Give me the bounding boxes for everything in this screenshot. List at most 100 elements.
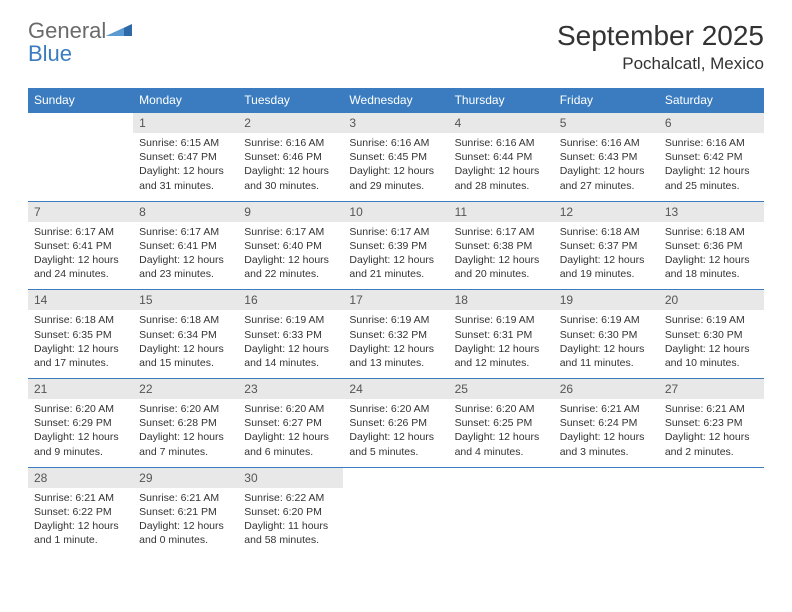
day-cell: Sunrise: 6:21 AMSunset: 6:21 PMDaylight:…	[133, 488, 238, 556]
sunrise-text: Sunrise: 6:20 AM	[349, 402, 442, 416]
sunrise-text: Sunrise: 6:20 AM	[34, 402, 127, 416]
sunrise-text: Sunrise: 6:20 AM	[244, 402, 337, 416]
day-cell: Sunrise: 6:19 AMSunset: 6:33 PMDaylight:…	[238, 310, 343, 378]
daylight-text: Daylight: 12 hours and 21 minutes.	[349, 253, 442, 281]
day-cell	[659, 488, 764, 556]
daylight-text: Daylight: 12 hours and 9 minutes.	[34, 430, 127, 458]
day-number: 24	[343, 379, 448, 400]
weekday-header-row: Sunday Monday Tuesday Wednesday Thursday…	[28, 88, 764, 113]
sunrise-text: Sunrise: 6:18 AM	[139, 313, 232, 327]
sunset-text: Sunset: 6:44 PM	[455, 150, 548, 164]
sunset-text: Sunset: 6:36 PM	[665, 239, 758, 253]
weekday-header: Saturday	[659, 88, 764, 113]
sunrise-text: Sunrise: 6:19 AM	[455, 313, 548, 327]
day-cell: Sunrise: 6:19 AMSunset: 6:30 PMDaylight:…	[554, 310, 659, 378]
day-number: 22	[133, 379, 238, 400]
day-cell: Sunrise: 6:17 AMSunset: 6:41 PMDaylight:…	[28, 222, 133, 290]
daylight-text: Daylight: 12 hours and 19 minutes.	[560, 253, 653, 281]
day-cell: Sunrise: 6:20 AMSunset: 6:28 PMDaylight:…	[133, 399, 238, 467]
daylight-text: Daylight: 12 hours and 11 minutes.	[560, 342, 653, 370]
daylight-text: Daylight: 12 hours and 20 minutes.	[455, 253, 548, 281]
sunrise-text: Sunrise: 6:17 AM	[34, 225, 127, 239]
daylight-text: Daylight: 12 hours and 10 minutes.	[665, 342, 758, 370]
day-number: 28	[28, 467, 133, 488]
sunrise-text: Sunrise: 6:16 AM	[349, 136, 442, 150]
day-number: 14	[28, 290, 133, 311]
sunrise-text: Sunrise: 6:21 AM	[139, 491, 232, 505]
daylight-text: Daylight: 12 hours and 4 minutes.	[455, 430, 548, 458]
day-cell: Sunrise: 6:18 AMSunset: 6:37 PMDaylight:…	[554, 222, 659, 290]
sunset-text: Sunset: 6:22 PM	[34, 505, 127, 519]
sunrise-text: Sunrise: 6:16 AM	[560, 136, 653, 150]
day-number	[28, 113, 133, 134]
sunset-text: Sunset: 6:31 PM	[455, 328, 548, 342]
day-number: 6	[659, 113, 764, 134]
day-number: 20	[659, 290, 764, 311]
sunset-text: Sunset: 6:41 PM	[139, 239, 232, 253]
sunrise-text: Sunrise: 6:16 AM	[665, 136, 758, 150]
sunrise-text: Sunrise: 6:17 AM	[349, 225, 442, 239]
sunset-text: Sunset: 6:39 PM	[349, 239, 442, 253]
sunset-text: Sunset: 6:27 PM	[244, 416, 337, 430]
sunset-text: Sunset: 6:30 PM	[665, 328, 758, 342]
day-cell: Sunrise: 6:19 AMSunset: 6:31 PMDaylight:…	[449, 310, 554, 378]
sunrise-text: Sunrise: 6:19 AM	[665, 313, 758, 327]
logo-triangle-icon	[106, 20, 132, 38]
title-block: September 2025 Pochalcatl, Mexico	[557, 20, 764, 74]
weekday-header: Wednesday	[343, 88, 448, 113]
daylight-text: Daylight: 12 hours and 27 minutes.	[560, 164, 653, 192]
day-content-row: Sunrise: 6:17 AM Sunset: 6:41 PM Daylight:…	[28, 222, 764, 290]
weekday-header: Tuesday	[238, 88, 343, 113]
day-number: 17	[343, 290, 448, 311]
day-number-row: 14151617181920	[28, 290, 764, 311]
day-number	[554, 467, 659, 488]
logo-text-a: General	[28, 18, 106, 43]
sunset-text: Sunset: 6:28 PM	[139, 416, 232, 430]
day-number	[449, 467, 554, 488]
sunset-text: Sunset: 6:38 PM	[455, 239, 548, 253]
daylight-text: Daylight: 12 hours and 31 minutes.	[139, 164, 232, 192]
day-cell: Sunrise: 6:17 AMSunset: 6:38 PMDaylight:…	[449, 222, 554, 290]
day-cell: Sunrise: 6:17 AMSunset: 6:41 PMDaylight:…	[133, 222, 238, 290]
daylight-text: Daylight: 12 hours and 15 minutes.	[139, 342, 232, 370]
day-cell: Sunrise: 6:18 AMSunset: 6:36 PMDaylight:…	[659, 222, 764, 290]
daylight-text: Daylight: 12 hours and 29 minutes.	[349, 164, 442, 192]
sunset-text: Sunset: 6:30 PM	[560, 328, 653, 342]
calendar-table: Sunday Monday Tuesday Wednesday Thursday…	[28, 88, 764, 555]
day-number: 21	[28, 379, 133, 400]
daylight-text: Daylight: 12 hours and 30 minutes.	[244, 164, 337, 192]
day-cell: Sunrise: 6:21 AMSunset: 6:24 PMDaylight:…	[554, 399, 659, 467]
day-number: 5	[554, 113, 659, 134]
sunrise-text: Sunrise: 6:19 AM	[244, 313, 337, 327]
day-number	[659, 467, 764, 488]
daylight-text: Daylight: 12 hours and 0 minutes.	[139, 519, 232, 547]
day-cell: Sunrise: 6:21 AMSunset: 6:23 PMDaylight:…	[659, 399, 764, 467]
day-cell: Sunrise: 6:20 AMSunset: 6:29 PMDaylight:…	[28, 399, 133, 467]
day-cell	[554, 488, 659, 556]
day-number: 10	[343, 201, 448, 222]
day-cell	[343, 488, 448, 556]
day-cell: Sunrise: 6:16 AMSunset: 6:45 PMDaylight:…	[343, 133, 448, 201]
sunset-text: Sunset: 6:40 PM	[244, 239, 337, 253]
sunrise-text: Sunrise: 6:20 AM	[455, 402, 548, 416]
day-cell	[449, 488, 554, 556]
daylight-text: Daylight: 12 hours and 28 minutes.	[455, 164, 548, 192]
day-number: 19	[554, 290, 659, 311]
day-number: 30	[238, 467, 343, 488]
day-cell	[28, 133, 133, 201]
day-content-row: Sunrise: 6:20 AMSunset: 6:29 PMDaylight:…	[28, 399, 764, 467]
day-content-row: Sunrise: 6:15 AMSunset: 6:47 PMDaylight:…	[28, 133, 764, 201]
sunset-text: Sunset: 6:21 PM	[139, 505, 232, 519]
sunrise-text: Sunrise: 6:18 AM	[560, 225, 653, 239]
day-number: 4	[449, 113, 554, 134]
day-number: 2	[238, 113, 343, 134]
weekday-header: Sunday	[28, 88, 133, 113]
day-cell: Sunrise: 6:17 AMSunset: 6:39 PMDaylight:…	[343, 222, 448, 290]
sunrise-text: Sunrise: 6:17 AM	[455, 225, 548, 239]
day-cell: Sunrise: 6:20 AMSunset: 6:26 PMDaylight:…	[343, 399, 448, 467]
sunrise-text: Sunrise: 6:15 AM	[139, 136, 232, 150]
daylight-text: Daylight: 12 hours and 25 minutes.	[665, 164, 758, 192]
daylight-text: Daylight: 12 hours and 5 minutes.	[349, 430, 442, 458]
sunset-text: Sunset: 6:42 PM	[665, 150, 758, 164]
day-number: 8	[133, 201, 238, 222]
